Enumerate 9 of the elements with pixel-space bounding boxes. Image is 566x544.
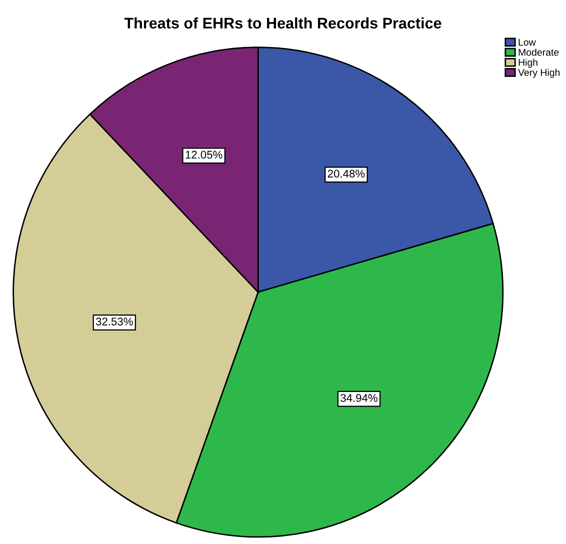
legend-label: High bbox=[518, 58, 538, 68]
data-label: 32.53% bbox=[96, 318, 133, 326]
data-label: 20.48% bbox=[328, 170, 365, 178]
chart-title: Threats of EHRs to Health Records Practice bbox=[124, 17, 442, 29]
legend-label: Very High bbox=[518, 68, 560, 78]
legend-label: Moderate bbox=[518, 48, 559, 56]
data-label: 34.94% bbox=[340, 394, 378, 402]
data-label: 12.05% bbox=[186, 150, 222, 159]
legend-label: Low bbox=[518, 38, 536, 46]
